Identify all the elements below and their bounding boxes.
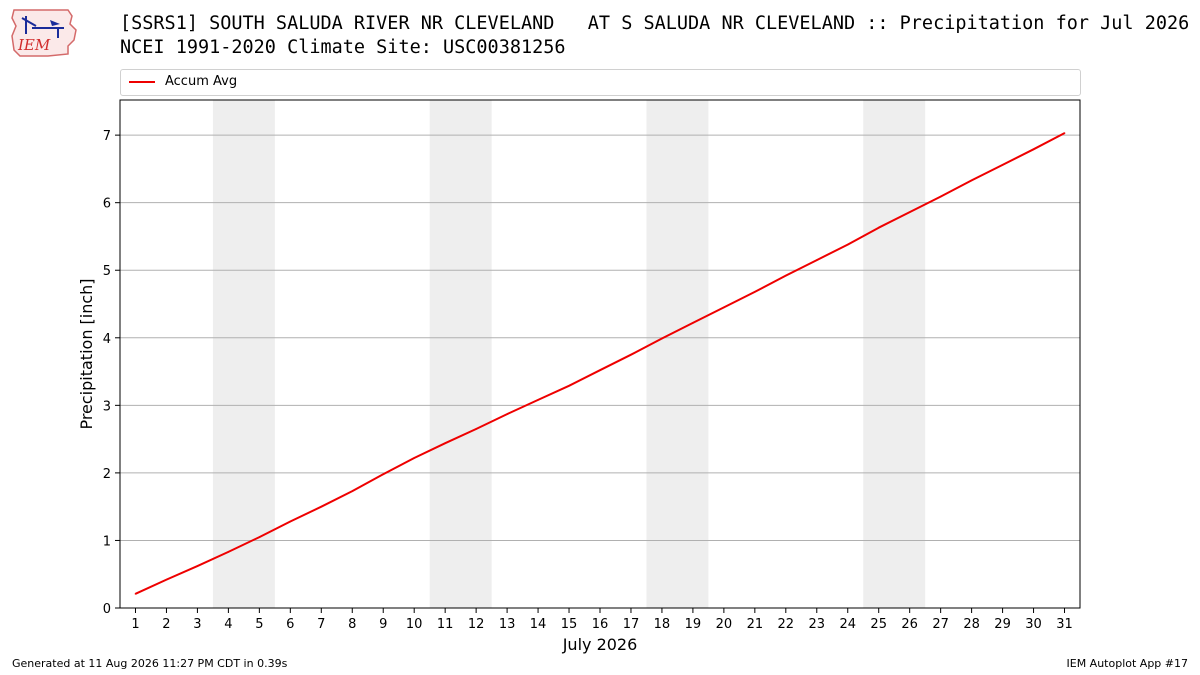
- legend-label-accum-avg: Accum Avg: [165, 74, 238, 89]
- y-tick-label-6: 6: [103, 197, 111, 212]
- data-point-day-14: [537, 399, 539, 401]
- x-tick-label-14: 14: [530, 617, 547, 632]
- data-point-day-18: [661, 337, 663, 340]
- x-tick-label-2: 2: [162, 617, 170, 632]
- y-tick-label-7: 7: [103, 129, 111, 144]
- x-axis-label: July 2026: [562, 635, 638, 654]
- legend-swatch-accum-avg: [129, 81, 155, 83]
- chart-title: [SSRS1] SOUTH SALUDA RIVER NR CLEVELAND …: [120, 12, 1189, 60]
- title-line-1: [SSRS1] SOUTH SALUDA RIVER NR CLEVELAND …: [120, 13, 1190, 34]
- x-tick-label-13: 13: [499, 617, 516, 632]
- x-tick-label-18: 18: [654, 617, 671, 632]
- y-tick-label-3: 3: [103, 399, 111, 414]
- x-tick-label-1: 1: [131, 617, 139, 632]
- data-point-day-24: [846, 243, 849, 246]
- data-point-day-31: [1063, 132, 1066, 134]
- x-tick-label-30: 30: [1025, 617, 1042, 632]
- data-point-day-9: [382, 473, 385, 476]
- x-tick-label-20: 20: [716, 617, 733, 632]
- x-tick-label-28: 28: [963, 617, 980, 632]
- autoplot-app-label: IEM Autoplot App #17: [1066, 657, 1189, 670]
- data-point-day-19: [692, 322, 694, 324]
- x-axis: 1 2 3 4 5 6 7 8 9 10 11 12 13 14 15 16 17 18 19 20 21 22 23 24 2…: [131, 608, 1073, 632]
- x-tick-label-10: 10: [406, 617, 423, 632]
- data-point-day-21: [754, 291, 756, 293]
- x-tick-label-9: 9: [379, 617, 387, 632]
- data-point-day-29: [1001, 164, 1004, 166]
- data-point-day-17: [630, 353, 632, 356]
- weekend-band-1: [429, 100, 492, 608]
- x-tick-label-11: 11: [437, 617, 454, 632]
- data-point-day-1: [134, 593, 137, 595]
- data-point-day-23: [815, 259, 818, 261]
- x-tick-label-22: 22: [778, 617, 795, 632]
- y-tick-label-4: 4: [103, 332, 111, 347]
- x-tick-label-27: 27: [932, 617, 949, 632]
- x-tick-label-29: 29: [994, 617, 1011, 632]
- x-tick-label-26: 26: [901, 617, 918, 632]
- generated-timestamp: Generated at 11 Aug 2026 11:27 PM CDT in…: [12, 657, 288, 670]
- x-tick-label-23: 23: [809, 617, 826, 632]
- data-point-day-4: [227, 551, 230, 553]
- data-point-day-6: [289, 520, 292, 523]
- data-point-day-12: [475, 428, 477, 430]
- data-point-day-25: [877, 226, 880, 229]
- data-point-day-11: [444, 442, 446, 444]
- weekend-band-2: [646, 100, 709, 608]
- y-tick-label-5: 5: [103, 264, 111, 279]
- iem-logo-icon: IEM: [11, 9, 77, 57]
- y-tick-label-0: 0: [103, 602, 111, 617]
- data-point-day-16: [599, 369, 601, 372]
- data-point-day-7: [320, 505, 323, 508]
- data-point-day-28: [970, 179, 973, 182]
- y-tick-label-1: 1: [103, 534, 111, 549]
- x-tick-label-6: 6: [286, 617, 294, 632]
- x-tick-label-16: 16: [592, 617, 609, 632]
- y-axis: 0 1 2 3 4 5 6 7: [103, 129, 120, 617]
- y-tick-label-2: 2: [103, 467, 111, 482]
- x-tick-label-12: 12: [468, 617, 485, 632]
- x-tick-label-7: 7: [317, 617, 325, 632]
- data-point-day-13: [506, 413, 508, 415]
- x-tick-label-3: 3: [193, 617, 201, 632]
- data-point-day-5: [258, 536, 261, 538]
- weekend-band-3: [863, 100, 926, 608]
- x-tick-label-24: 24: [839, 617, 856, 632]
- data-point-day-3: [196, 565, 199, 567]
- x-tick-label-31: 31: [1056, 617, 1073, 632]
- data-point-day-10: [413, 457, 415, 459]
- logo-text: IEM: [17, 36, 51, 54]
- data-point-day-20: [723, 306, 725, 309]
- data-point-day-26: [908, 211, 911, 213]
- x-tick-label-15: 15: [561, 617, 578, 632]
- x-tick-label-4: 4: [224, 617, 232, 632]
- title-line-2: NCEI 1991-2020 Climate Site: USC00381256: [120, 37, 566, 58]
- x-tick-label-25: 25: [870, 617, 887, 632]
- weekend-bands: [212, 100, 926, 608]
- x-tick-label-21: 21: [747, 617, 764, 632]
- data-point-day-2: [165, 578, 168, 581]
- x-tick-label-8: 8: [348, 617, 356, 632]
- x-tick-label-19: 19: [685, 617, 702, 632]
- x-tick-label-17: 17: [623, 617, 640, 632]
- x-tick-label-5: 5: [255, 617, 263, 632]
- data-point-day-15: [568, 384, 570, 387]
- data-point-day-22: [785, 274, 787, 277]
- y-axis-label: Precipitation [inch]: [77, 278, 96, 429]
- weekend-band-0: [212, 100, 275, 608]
- data-point-day-30: [1032, 148, 1035, 151]
- chart-legend: Accum Avg: [120, 69, 1081, 96]
- data-point-day-27: [939, 195, 942, 198]
- series-layer: [134, 132, 1066, 595]
- data-point-day-8: [351, 490, 354, 492]
